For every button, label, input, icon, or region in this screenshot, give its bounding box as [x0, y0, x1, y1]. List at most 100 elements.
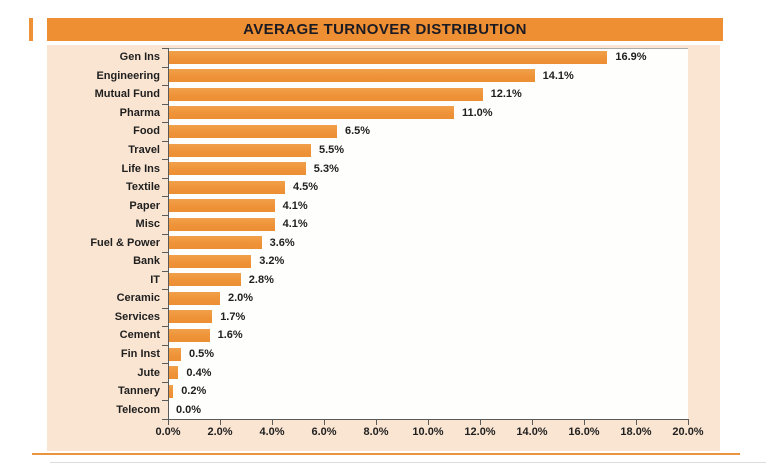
bar-row: Pharma 11.0% — [47, 104, 688, 123]
category-label: Mutual Fund — [94, 88, 160, 101]
bar-row: Ceramic 2.0% — [47, 289, 688, 308]
value-label: 4.1% — [282, 199, 308, 212]
bar-row: IT 2.8% — [47, 271, 688, 290]
x-tick-label: 0.0% — [155, 426, 181, 438]
category-label: Engineering — [96, 69, 160, 82]
bar — [168, 291, 220, 305]
chart-title: AVERAGE TURNOVER DISTRIBUTION — [243, 21, 527, 38]
x-axis-tick — [168, 420, 169, 425]
x-tick-label: 6.0% — [311, 426, 337, 438]
y-axis-tick — [162, 196, 168, 198]
x-axis — [163, 419, 689, 420]
x-axis-tick — [428, 420, 429, 425]
bar — [168, 384, 174, 398]
category-label: Fin Inst — [120, 348, 160, 361]
y-axis-tick — [162, 381, 168, 383]
category-label: Tannery — [118, 385, 160, 398]
y-axis — [168, 48, 169, 420]
category-label: Fuel & Power — [90, 236, 160, 249]
bar-row: Fin Inst 0.5% — [47, 345, 688, 364]
x-axis-tick — [636, 420, 637, 425]
x-axis-tick — [480, 420, 481, 425]
y-axis-tick — [162, 252, 168, 254]
value-label: 0.5% — [189, 348, 215, 361]
value-label: 1.7% — [220, 310, 246, 323]
x-axis-tick — [272, 420, 273, 425]
chart-panel: Gen Ins 16.9% Engineering 14.1% Mutual Fund 1… — [47, 45, 720, 451]
bar-row: Services 1.7% — [47, 308, 688, 327]
bar — [168, 124, 337, 138]
y-axis-tick — [162, 48, 168, 49]
y-axis-tick — [162, 363, 168, 365]
category-label: Paper — [129, 199, 160, 212]
x-axis-tick — [584, 420, 585, 425]
value-label: 0.0% — [176, 403, 202, 416]
bar-row: Telecom 0.0% — [47, 400, 688, 419]
category-label: Bank — [133, 255, 160, 268]
y-axis-tick — [162, 103, 168, 105]
bar-row: Life Ins 5.3% — [47, 159, 688, 178]
bar — [168, 217, 275, 231]
y-axis-tick — [162, 85, 168, 87]
bar — [168, 199, 275, 213]
bar — [168, 106, 454, 120]
category-label: Cement — [119, 329, 160, 342]
x-axis-tick — [688, 420, 689, 425]
x-axis-tick — [376, 420, 377, 425]
y-axis-tick — [162, 326, 168, 328]
chart-title-banner: AVERAGE TURNOVER DISTRIBUTION — [47, 18, 723, 41]
category-label: Life Ins — [121, 162, 160, 175]
value-label: 11.0% — [462, 106, 493, 119]
x-axis-tick — [324, 420, 325, 425]
x-tick-label: 14.0% — [516, 426, 548, 438]
bar-row: Fuel & Power 3.6% — [47, 233, 688, 252]
category-label: Pharma — [119, 106, 160, 119]
bar — [168, 143, 311, 157]
y-axis-tick — [162, 289, 168, 291]
bar-row: Misc 4.1% — [47, 215, 688, 234]
y-axis-tick — [162, 270, 168, 272]
bar-row: Jute 0.4% — [47, 363, 688, 382]
left-edge-accent — [29, 18, 33, 41]
bar-row: Bank 3.2% — [47, 252, 688, 271]
y-axis-tick — [162, 140, 168, 142]
y-axis-tick — [162, 307, 168, 309]
y-axis-tick — [162, 177, 168, 179]
value-label: 14.1% — [542, 69, 574, 82]
value-label: 2.0% — [228, 292, 254, 305]
y-axis-tick — [162, 400, 168, 402]
bar — [168, 236, 262, 250]
value-label: 5.5% — [319, 144, 345, 156]
bar-row: Mutual Fund 12.1% — [47, 85, 688, 104]
value-label: 1.6% — [217, 329, 243, 342]
bar — [168, 273, 241, 287]
bar — [168, 310, 213, 324]
bottom-orange-rule — [32, 453, 740, 455]
category-label: Ceramic — [116, 292, 160, 305]
bar-row: Engineering 14.1% — [47, 67, 688, 86]
bar — [168, 328, 210, 342]
bar-row: Cement 1.6% — [47, 326, 688, 345]
category-label: Textile — [125, 181, 160, 194]
bar-row: Travel 5.5% — [47, 141, 688, 160]
bar-row: Food 6.5% — [47, 122, 688, 141]
bar-row: Tannery 0.2% — [47, 382, 688, 401]
bar-rows: Gen Ins 16.9% Engineering 14.1% Mutual Fund 1… — [47, 48, 688, 419]
y-axis-tick — [162, 122, 168, 124]
category-label: IT — [150, 273, 160, 286]
y-axis-tick — [162, 344, 168, 346]
y-axis-tick — [162, 66, 168, 68]
category-label: Telecom — [116, 403, 160, 416]
value-label: 5.3% — [313, 162, 339, 175]
bar — [168, 50, 608, 64]
bar — [168, 254, 252, 268]
category-label: Misc — [135, 218, 160, 231]
x-tick-label: 12.0% — [464, 426, 496, 438]
y-axis-tick — [162, 159, 168, 161]
bar-row: Gen Ins 16.9% — [47, 48, 688, 67]
value-label: 16.9% — [615, 51, 647, 64]
bar — [168, 366, 179, 380]
category-label: Jute — [137, 366, 160, 379]
bar — [168, 162, 306, 176]
category-label: Services — [114, 310, 160, 323]
